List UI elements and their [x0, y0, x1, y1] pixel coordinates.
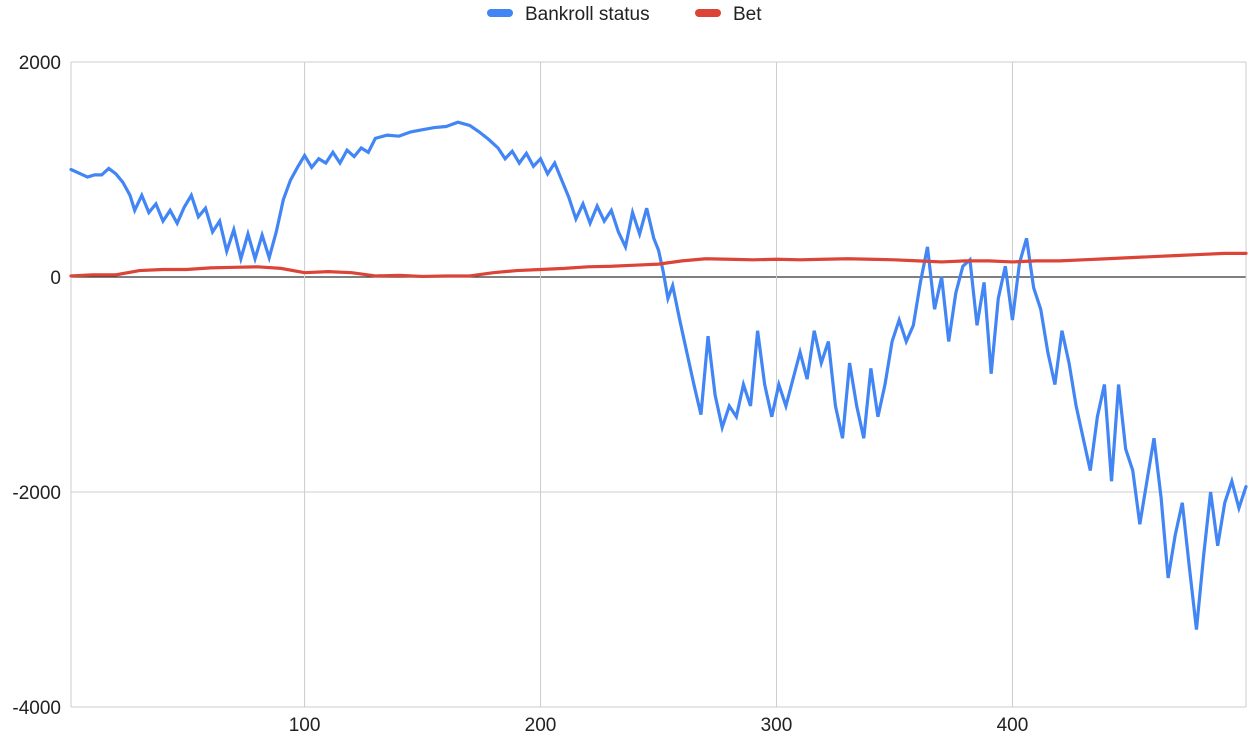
y-tick-label: -4000 — [12, 698, 61, 719]
legend-swatch-bankroll-status — [487, 9, 513, 17]
axis-layer: 2000 0 -2000 -4000 100 200 300 400 — [12, 53, 1028, 736]
x-tick-label: 200 — [525, 715, 557, 736]
series-line-bankroll-status — [69, 120, 1248, 630]
y-tick-label: -2000 — [12, 483, 61, 504]
legend-label-bankroll-status: Bankroll status — [525, 4, 650, 25]
x-tick-label: 300 — [761, 715, 793, 736]
x-tick-label: 100 — [289, 715, 321, 736]
series-line-bet — [69, 251, 1248, 279]
series-layer — [69, 120, 1248, 630]
legend-swatch-bet — [695, 9, 721, 17]
legend: Bankroll status Bet — [487, 4, 762, 25]
y-tick-label: 0 — [50, 268, 61, 289]
y-tick-label: 2000 — [19, 53, 61, 74]
x-tick-label: 400 — [997, 715, 1029, 736]
grid-layer — [70, 61, 1247, 708]
legend-label-bet: Bet — [733, 4, 762, 25]
